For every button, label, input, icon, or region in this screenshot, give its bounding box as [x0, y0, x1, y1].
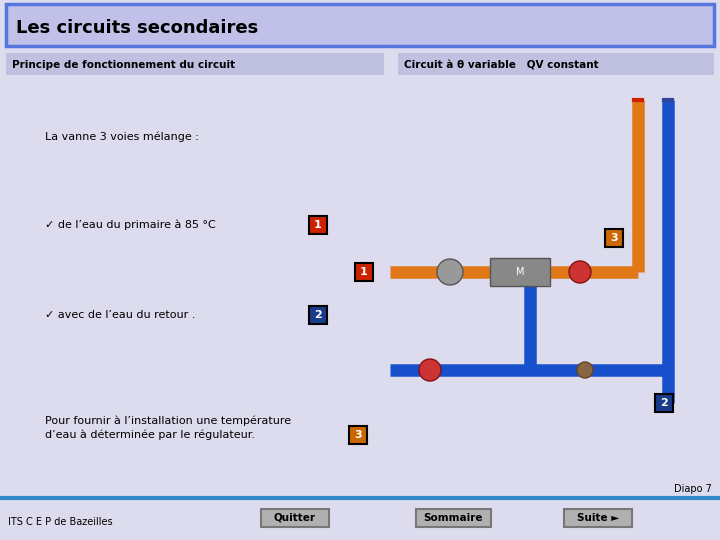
Text: M: M [516, 267, 524, 277]
Text: Quitter: Quitter [274, 513, 316, 523]
Bar [605, 229, 623, 247]
Text: 3: 3 [610, 233, 618, 243]
Text: Pour fournir à l’installation une température
d’eau à déterminée par le régulate: Pour fournir à l’installation une tempér… [45, 415, 291, 440]
Bar [415, 509, 490, 527]
Text: 2: 2 [660, 398, 668, 408]
Text: Suite ►: Suite ► [577, 513, 619, 523]
Bar [309, 216, 327, 234]
Bar [655, 394, 673, 412]
Text: 2: 2 [314, 310, 322, 320]
Bar [398, 53, 714, 75]
Text: ✓ avec de l’eau du retour .: ✓ avec de l’eau du retour . [45, 310, 195, 320]
Bar [261, 509, 329, 527]
Bar [564, 509, 632, 527]
Circle shape [419, 359, 441, 381]
Bar [490, 258, 550, 286]
Text: Sommaire: Sommaire [423, 513, 482, 523]
Text: La vanne 3 voies mélange :: La vanne 3 voies mélange : [45, 132, 199, 143]
Bar [355, 263, 373, 281]
Text: ITS C E P de Bazeilles: ITS C E P de Bazeilles [8, 517, 112, 527]
Text: ✓ de l’eau du primaire à 85 °C: ✓ de l’eau du primaire à 85 °C [45, 220, 216, 230]
Text: Les circuits secondaires: Les circuits secondaires [16, 19, 258, 37]
Text: 1: 1 [360, 267, 368, 277]
Text: Diapo 7: Diapo 7 [674, 484, 712, 494]
Text: 1: 1 [314, 220, 322, 230]
Bar [6, 53, 384, 75]
Text: Principe de fonctionnement du circuit: Principe de fonctionnement du circuit [12, 60, 235, 70]
Circle shape [569, 261, 591, 283]
Text: 3: 3 [354, 430, 362, 440]
Bar [309, 306, 327, 324]
Circle shape [577, 362, 593, 378]
Circle shape [437, 259, 463, 285]
Text: Circuit à θ variable   QV constant: Circuit à θ variable QV constant [404, 60, 598, 70]
FancyBboxPatch shape [6, 4, 714, 46]
Bar [349, 426, 367, 444]
